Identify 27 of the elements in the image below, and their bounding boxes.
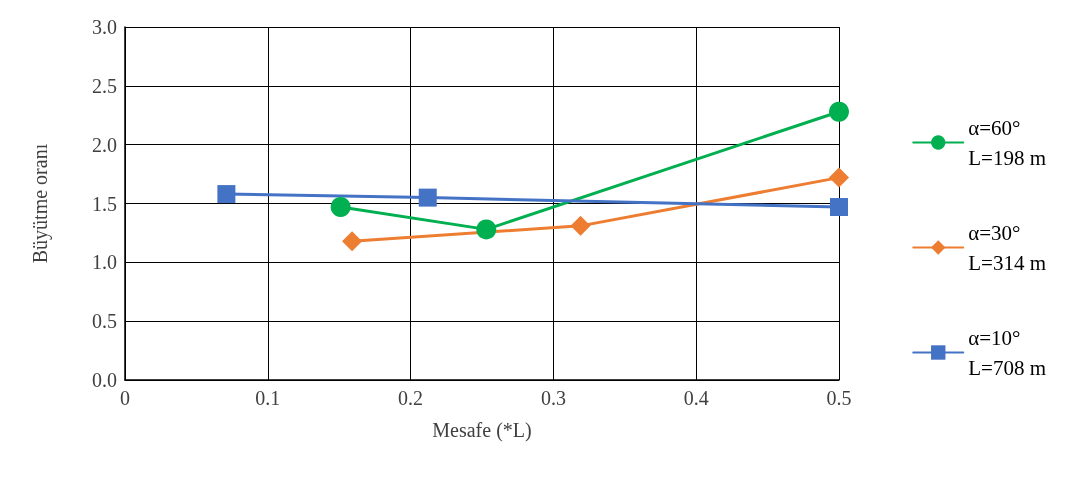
x-tick-label: 0.3 <box>540 387 566 409</box>
x-tick-label: 0.4 <box>683 387 709 409</box>
point <box>476 219 497 240</box>
x-axis-title: Mesafe (*L) <box>432 419 532 442</box>
y-tick-label: 0.0 <box>92 369 117 391</box>
x-tick-label: 0.2 <box>398 387 424 409</box>
x-tick-label: 0 <box>120 387 130 409</box>
point <box>570 215 591 236</box>
legend-label: α=30° L=314 m <box>968 220 1047 275</box>
x-tick-label: 0.1 <box>255 387 281 409</box>
y-tick-label: 1.5 <box>92 192 117 215</box>
y-tick-label: 2.0 <box>92 133 117 156</box>
point <box>330 197 351 218</box>
point <box>342 231 363 252</box>
point <box>418 188 437 207</box>
point <box>830 198 848 217</box>
point <box>829 167 849 188</box>
point <box>829 101 849 122</box>
legend-label: α=10° L=708 m <box>968 325 1047 380</box>
y-tick-label: 2.5 <box>92 74 117 97</box>
y-axis-title: Büyütme oranı <box>29 143 52 264</box>
point <box>217 185 236 204</box>
legend-label: α=60° L=198 m <box>968 115 1047 170</box>
y-tick-label: 1.0 <box>92 251 117 274</box>
y-tick-label: 0.5 <box>92 310 117 333</box>
y-tick-label: 3.0 <box>92 16 117 38</box>
x-tick-label: 0.5 <box>826 387 852 409</box>
